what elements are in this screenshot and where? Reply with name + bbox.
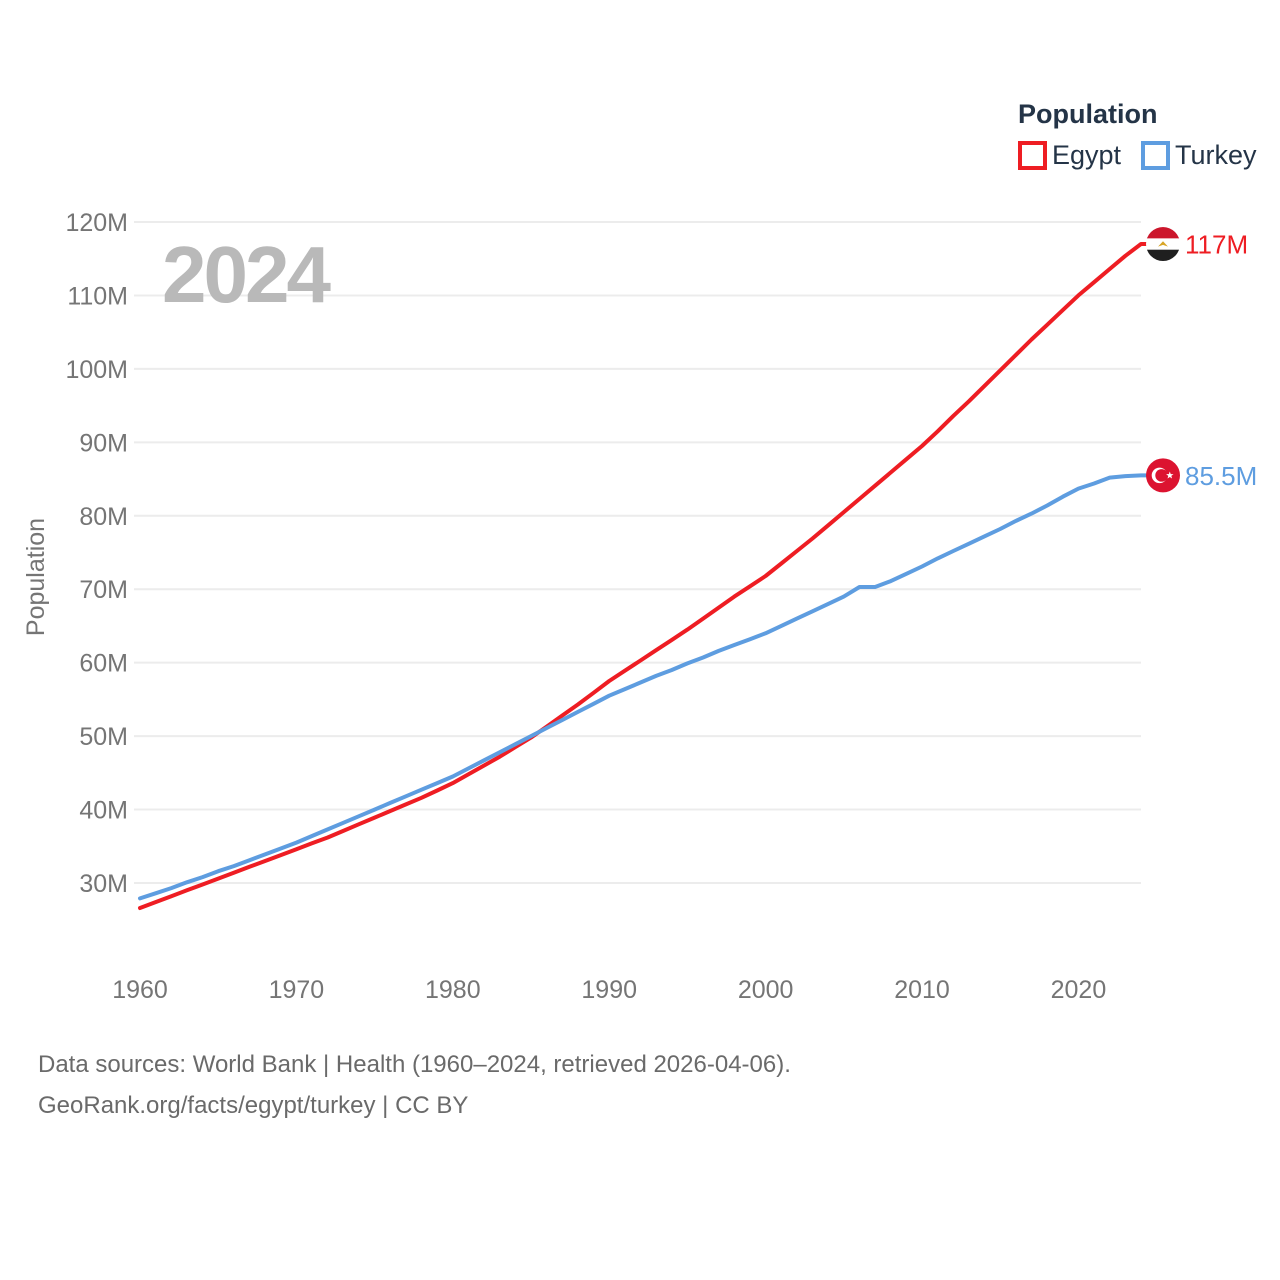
y-tick-label: 70M (79, 576, 128, 604)
y-tick-label: 110M (67, 282, 128, 310)
egypt-end-label: 117M (1185, 230, 1248, 260)
turkey-series-line (138, 473, 1152, 901)
x-tick-label: 1990 (581, 976, 637, 1004)
x-tick-label: 1960 (112, 976, 168, 1004)
y-tick-label: 120M (65, 209, 128, 237)
x-tick-label: 2010 (894, 976, 950, 1004)
x-tick-label: 2000 (738, 976, 794, 1004)
y-tick-label: 30M (79, 870, 128, 898)
data-source-footer: Data sources: World Bank | Health (1960–… (38, 1044, 791, 1126)
y-tick-label: 90M (79, 429, 128, 457)
y-tick-label: 80M (79, 503, 128, 531)
legend-item-egypt[interactable]: Egypt (1018, 140, 1121, 171)
y-axis-title: Population (22, 518, 50, 636)
egypt-eagle-emblem (1158, 241, 1168, 247)
legend-item-turkey[interactable]: Turkey (1141, 140, 1257, 171)
footer-sources-line: Data sources: World Bank | Health (1960–… (38, 1051, 791, 1078)
turkey-end-label: 85.5M (1185, 461, 1257, 491)
legend-label-turkey: Turkey (1175, 140, 1257, 170)
legend-title: Population (1018, 99, 1158, 129)
legend: Population Egypt Turkey (1018, 98, 1257, 171)
turkey-crescent-cutout (1155, 469, 1168, 482)
year-watermark: 2024 (162, 230, 331, 319)
y-tick-label: 60M (79, 650, 128, 678)
egypt-flag-icon (1146, 227, 1180, 262)
y-tick-label: 50M (79, 723, 128, 751)
x-tick-label: 1980 (425, 976, 481, 1004)
legend-label-egypt: Egypt (1052, 140, 1122, 170)
turkey-swatch-icon (1141, 141, 1171, 170)
y-tick-label: 100M (65, 356, 128, 384)
x-tick-label: 2020 (1051, 976, 1107, 1004)
egypt-series-line (138, 242, 1152, 910)
turkey-star (1166, 471, 1174, 479)
turkey-flag-icon (1146, 458, 1180, 493)
legend-row: Egypt Turkey (1018, 140, 1257, 171)
x-tick-label: 1970 (269, 976, 325, 1004)
egypt-swatch-icon (1018, 141, 1047, 170)
egypt-flag-band (1146, 249, 1180, 262)
egypt-flag-band (1146, 227, 1180, 239)
y-tick-label: 40M (79, 797, 128, 825)
footer-attribution-line: GeoRank.org/facts/egypt/turkey | CC BY (38, 1092, 469, 1119)
